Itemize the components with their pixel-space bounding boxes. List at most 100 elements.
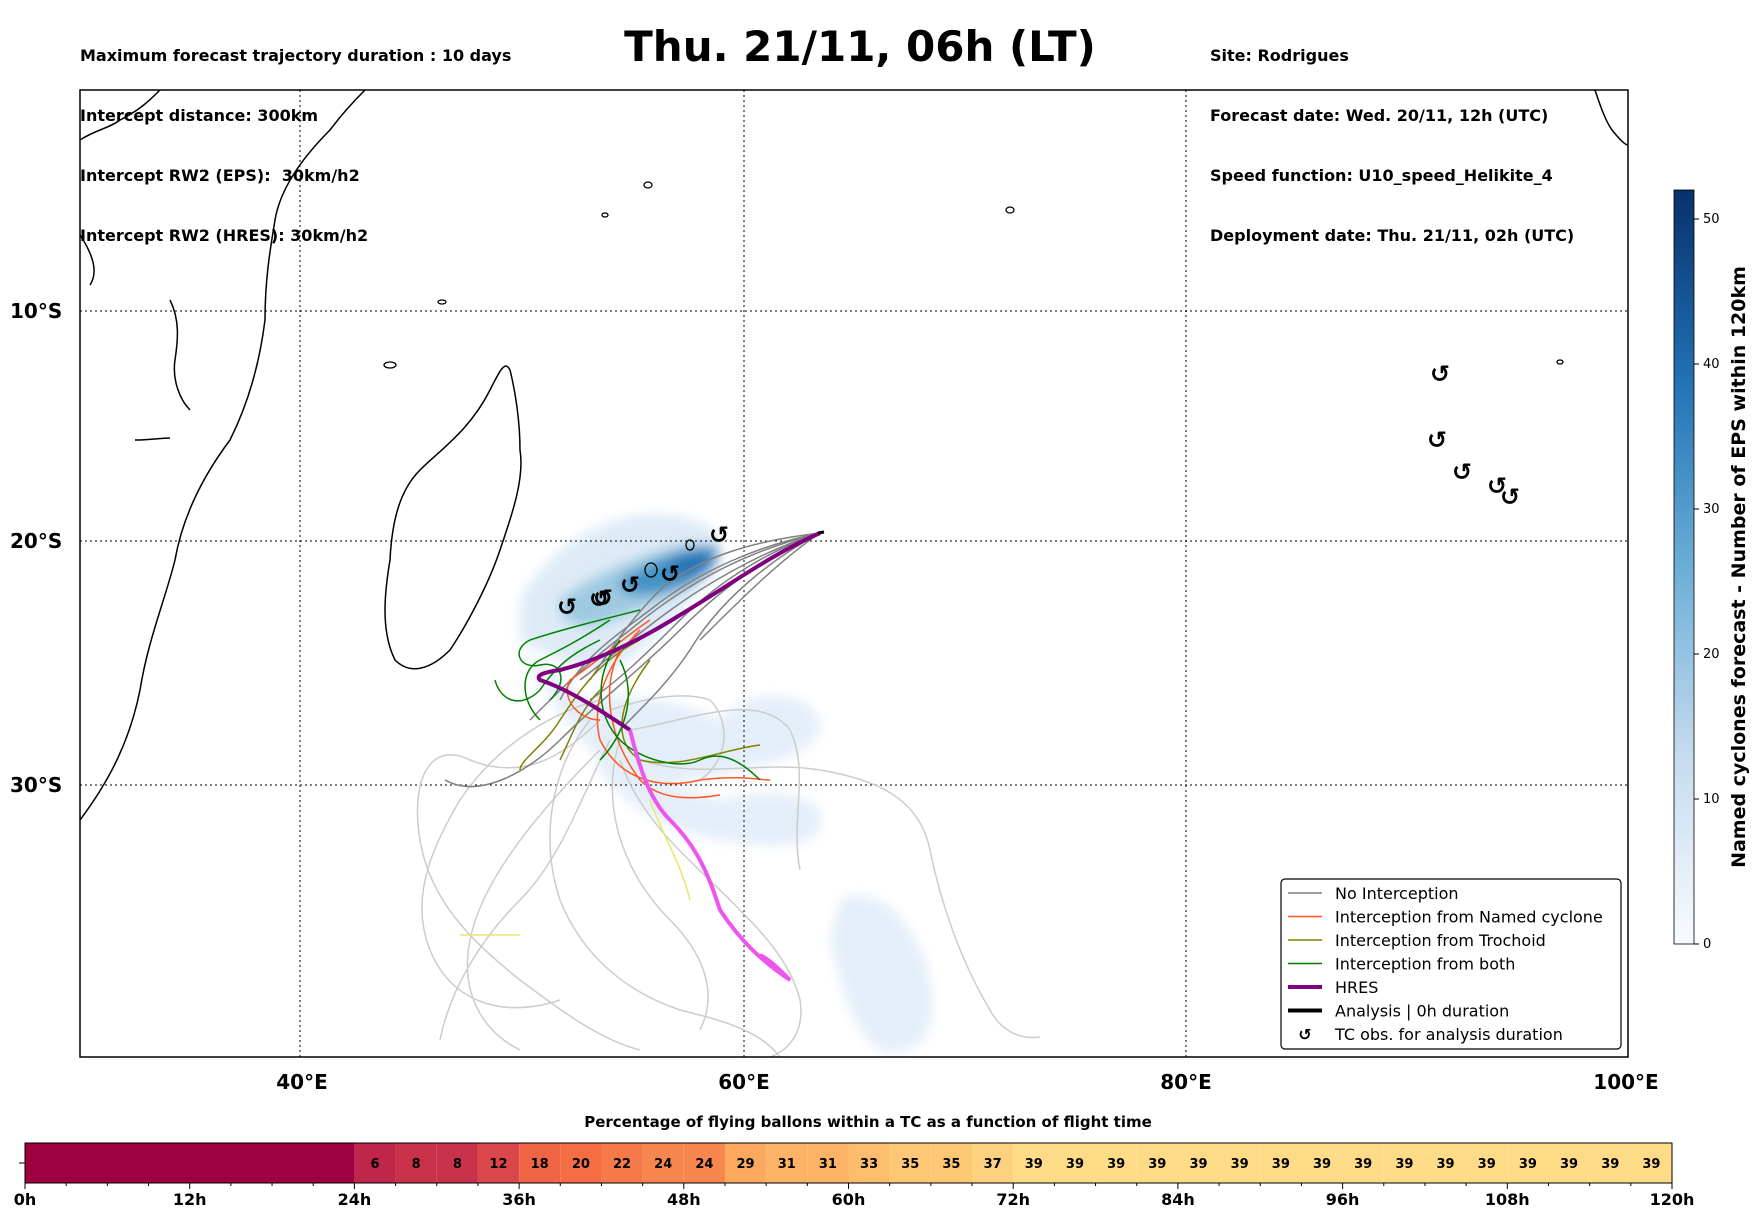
strip-cell-value: 39 bbox=[1272, 1157, 1290, 1172]
legend-label: Interception from Trochoid bbox=[1335, 931, 1546, 950]
strip-cell-value: 39 bbox=[1231, 1157, 1249, 1172]
strip-tick-label: 96h bbox=[1326, 1190, 1360, 1209]
strip-cell bbox=[25, 1143, 355, 1183]
strip-cell bbox=[1466, 1143, 1508, 1183]
analysis-track bbox=[817, 530, 825, 535]
strip-cell bbox=[560, 1143, 602, 1183]
strip-cell bbox=[1630, 1143, 1672, 1183]
strip-tick-label: 48h bbox=[667, 1190, 701, 1209]
colorbar-tick-label: 50 bbox=[1703, 212, 1720, 227]
header-left-line: Intercept RW2 (HRES): 30km/h2 bbox=[80, 226, 369, 245]
lon-label: 80°E bbox=[1160, 1070, 1212, 1094]
strip-cell-value: 12 bbox=[489, 1157, 507, 1172]
tc-marker-icon: ↺ bbox=[1430, 360, 1450, 388]
strip-cell-value: 31 bbox=[819, 1157, 837, 1172]
header-left-line: Intercept distance: 300km bbox=[80, 106, 319, 125]
tc-marker-icon: ↺ bbox=[1427, 426, 1447, 454]
colorbar-label: Named cyclones forecast - Number of EPS … bbox=[1728, 266, 1750, 868]
legend-label: Interception from Named cyclone bbox=[1335, 908, 1603, 927]
strip-cell bbox=[1260, 1143, 1302, 1183]
tc-marker-icon: ↺ bbox=[593, 584, 613, 612]
strip-cell-value: 24 bbox=[654, 1157, 672, 1172]
strip-cell bbox=[766, 1143, 808, 1183]
legend-label: HRES bbox=[1335, 978, 1378, 997]
strip-cell-value: 8 bbox=[453, 1157, 462, 1172]
colorbar-tick-label: 40 bbox=[1703, 357, 1720, 372]
strip-cell bbox=[1383, 1143, 1425, 1183]
hres-track-extension bbox=[628, 729, 792, 982]
strip-cell-value: 39 bbox=[1560, 1157, 1578, 1172]
header-right-line: Speed function: U10_speed_Helikite_4 bbox=[1210, 166, 1553, 185]
strip-cell-value: 39 bbox=[1436, 1157, 1454, 1172]
strip-cell-value: 39 bbox=[1313, 1157, 1331, 1172]
strip-tick-label: 24h bbox=[338, 1190, 372, 1209]
strip-chart: Percentage of flying ballons within a TC… bbox=[14, 1113, 1695, 1209]
strip-cell-value: 39 bbox=[1354, 1157, 1372, 1172]
tc-marker-icon: ↺ bbox=[660, 560, 680, 588]
strip-cell-value: 20 bbox=[572, 1157, 590, 1172]
strip-title: Percentage of flying ballons within a TC… bbox=[584, 1113, 1152, 1131]
legend-label: Interception from both bbox=[1335, 955, 1515, 974]
strip-cell-value: 35 bbox=[942, 1157, 960, 1172]
lat-label: 20°S bbox=[10, 529, 62, 553]
tc-marker-icon: ↺ bbox=[620, 571, 640, 599]
gridlines bbox=[80, 90, 1628, 1057]
colorbar-tick-label: 0 bbox=[1703, 937, 1711, 952]
strip-tick-label: 60h bbox=[832, 1190, 866, 1209]
header-left-line: Maximum forecast trajectory duration : 1… bbox=[80, 46, 512, 65]
strip-cell-value: 24 bbox=[695, 1157, 713, 1172]
strip-cell-value: 8 bbox=[412, 1157, 421, 1172]
legend-label: Analysis | 0h duration bbox=[1335, 1002, 1509, 1021]
strip-cell bbox=[477, 1143, 520, 1183]
strip-cell bbox=[724, 1143, 767, 1183]
strip-cell bbox=[930, 1143, 973, 1183]
coastlines bbox=[80, 90, 1628, 821]
strip-cell bbox=[436, 1143, 478, 1183]
lon-label: 40°E bbox=[276, 1070, 328, 1094]
strip-cell-value: 39 bbox=[1148, 1157, 1166, 1172]
header-left-line: Intercept RW2 (EPS): 30km/h2 bbox=[80, 166, 360, 185]
strip-cell bbox=[1054, 1143, 1096, 1183]
colorbar-tick-label: 20 bbox=[1703, 647, 1720, 662]
strip-tick-label: 120h bbox=[1650, 1190, 1695, 1209]
trajectories-named-cyclone bbox=[566, 619, 771, 799]
colorbar-tick-label: 10 bbox=[1703, 792, 1720, 807]
strip-cell bbox=[519, 1143, 561, 1183]
map-frame bbox=[79, 89, 1629, 1058]
strip-cell-value: 29 bbox=[737, 1157, 755, 1172]
strip-cell-value: 39 bbox=[1189, 1157, 1207, 1172]
header-right-line: Site: Rodrigues bbox=[1210, 46, 1349, 65]
tc-observations: ↺ ↺↺ ↺ ↺↺↺↺↺ ↺↺ bbox=[557, 360, 1520, 621]
tc-marker-icon: ↺ bbox=[1487, 472, 1507, 500]
strip-cell bbox=[889, 1143, 931, 1183]
cyclone-density-shading bbox=[520, 514, 933, 1052]
header-left: Maximum forecast trajectory duration : 1… bbox=[80, 6, 511, 266]
strip-cell bbox=[395, 1143, 437, 1183]
strip-cell-value: 37 bbox=[984, 1157, 1002, 1172]
lat-label: 30°S bbox=[10, 773, 62, 797]
strip-cell bbox=[1507, 1143, 1549, 1183]
strip-cell-value: 39 bbox=[1519, 1157, 1537, 1172]
strip-cell bbox=[683, 1143, 725, 1183]
strip-cell-value: 22 bbox=[613, 1157, 631, 1172]
trajectories-both bbox=[494, 609, 761, 781]
strip-cell bbox=[1342, 1143, 1384, 1183]
strip-cell bbox=[1136, 1143, 1178, 1183]
legend-box bbox=[1280, 878, 1622, 1050]
strip-cell-value: 35 bbox=[901, 1157, 919, 1172]
strip-cell bbox=[848, 1143, 890, 1183]
strip-tick-label: 36h bbox=[502, 1190, 536, 1209]
colorbar: 0 10 20 30 40 50 Named cyclones forecast - Nu… bbox=[1673, 189, 1750, 952]
legend-label: TC obs. for analysis duration bbox=[1334, 1025, 1563, 1044]
strip-cell bbox=[1548, 1143, 1590, 1183]
lat-label: 10°S bbox=[10, 299, 62, 323]
hres-track bbox=[536, 531, 821, 732]
strip-cell bbox=[354, 1143, 396, 1183]
strip-tick-label: 108h bbox=[1485, 1190, 1530, 1209]
strip-cell-value: 39 bbox=[1478, 1157, 1496, 1172]
strip-cell-value: 39 bbox=[1066, 1157, 1084, 1172]
header-right-line: Forecast date: Wed. 20/11, 12h (UTC) bbox=[1210, 106, 1549, 125]
strip-cell-value: 39 bbox=[1642, 1157, 1660, 1172]
strip-cell bbox=[1301, 1143, 1343, 1183]
